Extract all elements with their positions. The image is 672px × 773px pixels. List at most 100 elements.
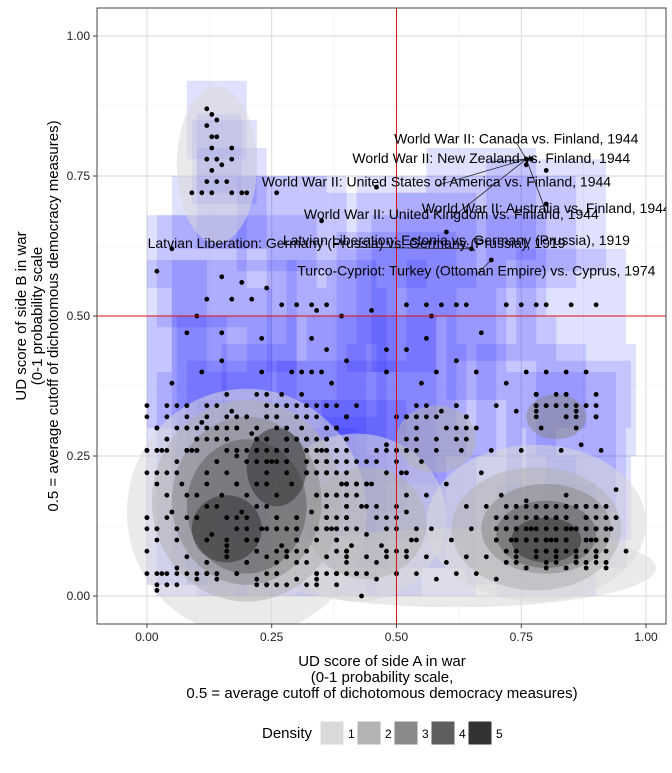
data-point xyxy=(214,459,220,464)
annotation-leader xyxy=(436,158,527,186)
data-point xyxy=(324,504,329,509)
annotation-label: World War II: United Kingdom vs. Finland… xyxy=(304,206,599,222)
data-point xyxy=(244,448,250,453)
uncertainty-rect xyxy=(486,159,607,272)
data-point xyxy=(344,481,349,487)
data-point xyxy=(144,548,150,554)
data-point xyxy=(344,436,349,442)
data-point xyxy=(169,509,175,515)
data-point xyxy=(364,532,369,537)
data-point xyxy=(384,548,389,554)
data-point xyxy=(573,403,579,408)
data-point xyxy=(588,537,594,543)
data-point xyxy=(384,448,389,453)
data-point xyxy=(304,560,310,565)
data-point xyxy=(493,526,499,532)
data-point xyxy=(453,358,459,364)
data-point xyxy=(623,548,629,554)
annotation-leader xyxy=(451,158,527,219)
annotation-label: Latvian Liberation: Germany (Prussia) vs… xyxy=(148,235,566,251)
data-point xyxy=(234,448,240,453)
data-point xyxy=(608,526,614,532)
data-point xyxy=(513,526,519,532)
data-point xyxy=(563,537,569,543)
data-point xyxy=(324,436,329,442)
data-point xyxy=(424,554,429,560)
data-point xyxy=(144,515,150,520)
data-point xyxy=(553,554,559,560)
data-point xyxy=(558,448,564,453)
data-point xyxy=(329,526,334,532)
data-point xyxy=(463,554,469,560)
uncertainty-rect xyxy=(436,215,547,316)
data-point xyxy=(563,369,569,375)
data-point xyxy=(154,470,160,476)
data-point xyxy=(424,403,429,408)
annotation-leader xyxy=(456,243,472,250)
data-point xyxy=(593,392,599,397)
data-point xyxy=(204,106,210,112)
uncertainty-rect xyxy=(371,215,437,372)
data-point xyxy=(543,201,549,207)
data-point xyxy=(344,526,349,532)
legend-key xyxy=(356,720,382,746)
data-point xyxy=(164,582,170,588)
data-point xyxy=(443,481,449,487)
data-point xyxy=(184,571,190,576)
data-point xyxy=(204,179,210,185)
data-point xyxy=(229,408,235,414)
data-point xyxy=(543,537,549,543)
data-point xyxy=(219,274,225,280)
annotation-leader xyxy=(515,142,527,160)
data-point xyxy=(199,420,205,425)
data-point xyxy=(289,481,295,487)
data-point xyxy=(523,537,529,543)
data-point xyxy=(493,576,499,582)
data-point xyxy=(259,336,265,341)
x-tick-label: 1.00 xyxy=(634,630,658,644)
data-point xyxy=(503,526,509,532)
data-point xyxy=(294,576,300,582)
data-point xyxy=(404,414,409,420)
uncertainty-rect xyxy=(326,192,427,288)
data-point xyxy=(553,560,559,565)
data-point xyxy=(419,459,424,464)
data-point xyxy=(224,470,230,476)
data-point xyxy=(204,504,210,509)
data-point xyxy=(603,504,609,509)
y-axis-label-line: (0-1 probability scale xyxy=(29,247,46,385)
data-point xyxy=(274,403,280,408)
data-point xyxy=(603,548,609,554)
data-point xyxy=(443,425,449,431)
data-point xyxy=(434,436,439,442)
data-point xyxy=(493,537,499,543)
data-point xyxy=(513,560,519,565)
data-point xyxy=(224,548,230,554)
data-point xyxy=(244,526,250,532)
data-point xyxy=(598,448,604,453)
data-point xyxy=(324,470,329,476)
data-point xyxy=(314,403,320,408)
data-point xyxy=(174,565,180,571)
data-point xyxy=(533,548,539,554)
data-point xyxy=(508,537,514,543)
data-point xyxy=(533,554,539,560)
data-point xyxy=(244,492,250,498)
data-point xyxy=(458,448,464,453)
data-point xyxy=(553,526,559,532)
data-point xyxy=(244,515,250,520)
data-point xyxy=(354,403,359,408)
data-point xyxy=(453,436,459,442)
data-point xyxy=(179,481,185,487)
data-point xyxy=(404,492,409,498)
data-point xyxy=(563,504,569,509)
data-point xyxy=(553,537,559,543)
data-point xyxy=(593,554,599,560)
data-point xyxy=(219,492,225,498)
data-point xyxy=(503,302,509,308)
data-point xyxy=(214,117,220,123)
data-point xyxy=(194,492,200,498)
data-point xyxy=(523,565,529,571)
data-point xyxy=(593,548,599,554)
